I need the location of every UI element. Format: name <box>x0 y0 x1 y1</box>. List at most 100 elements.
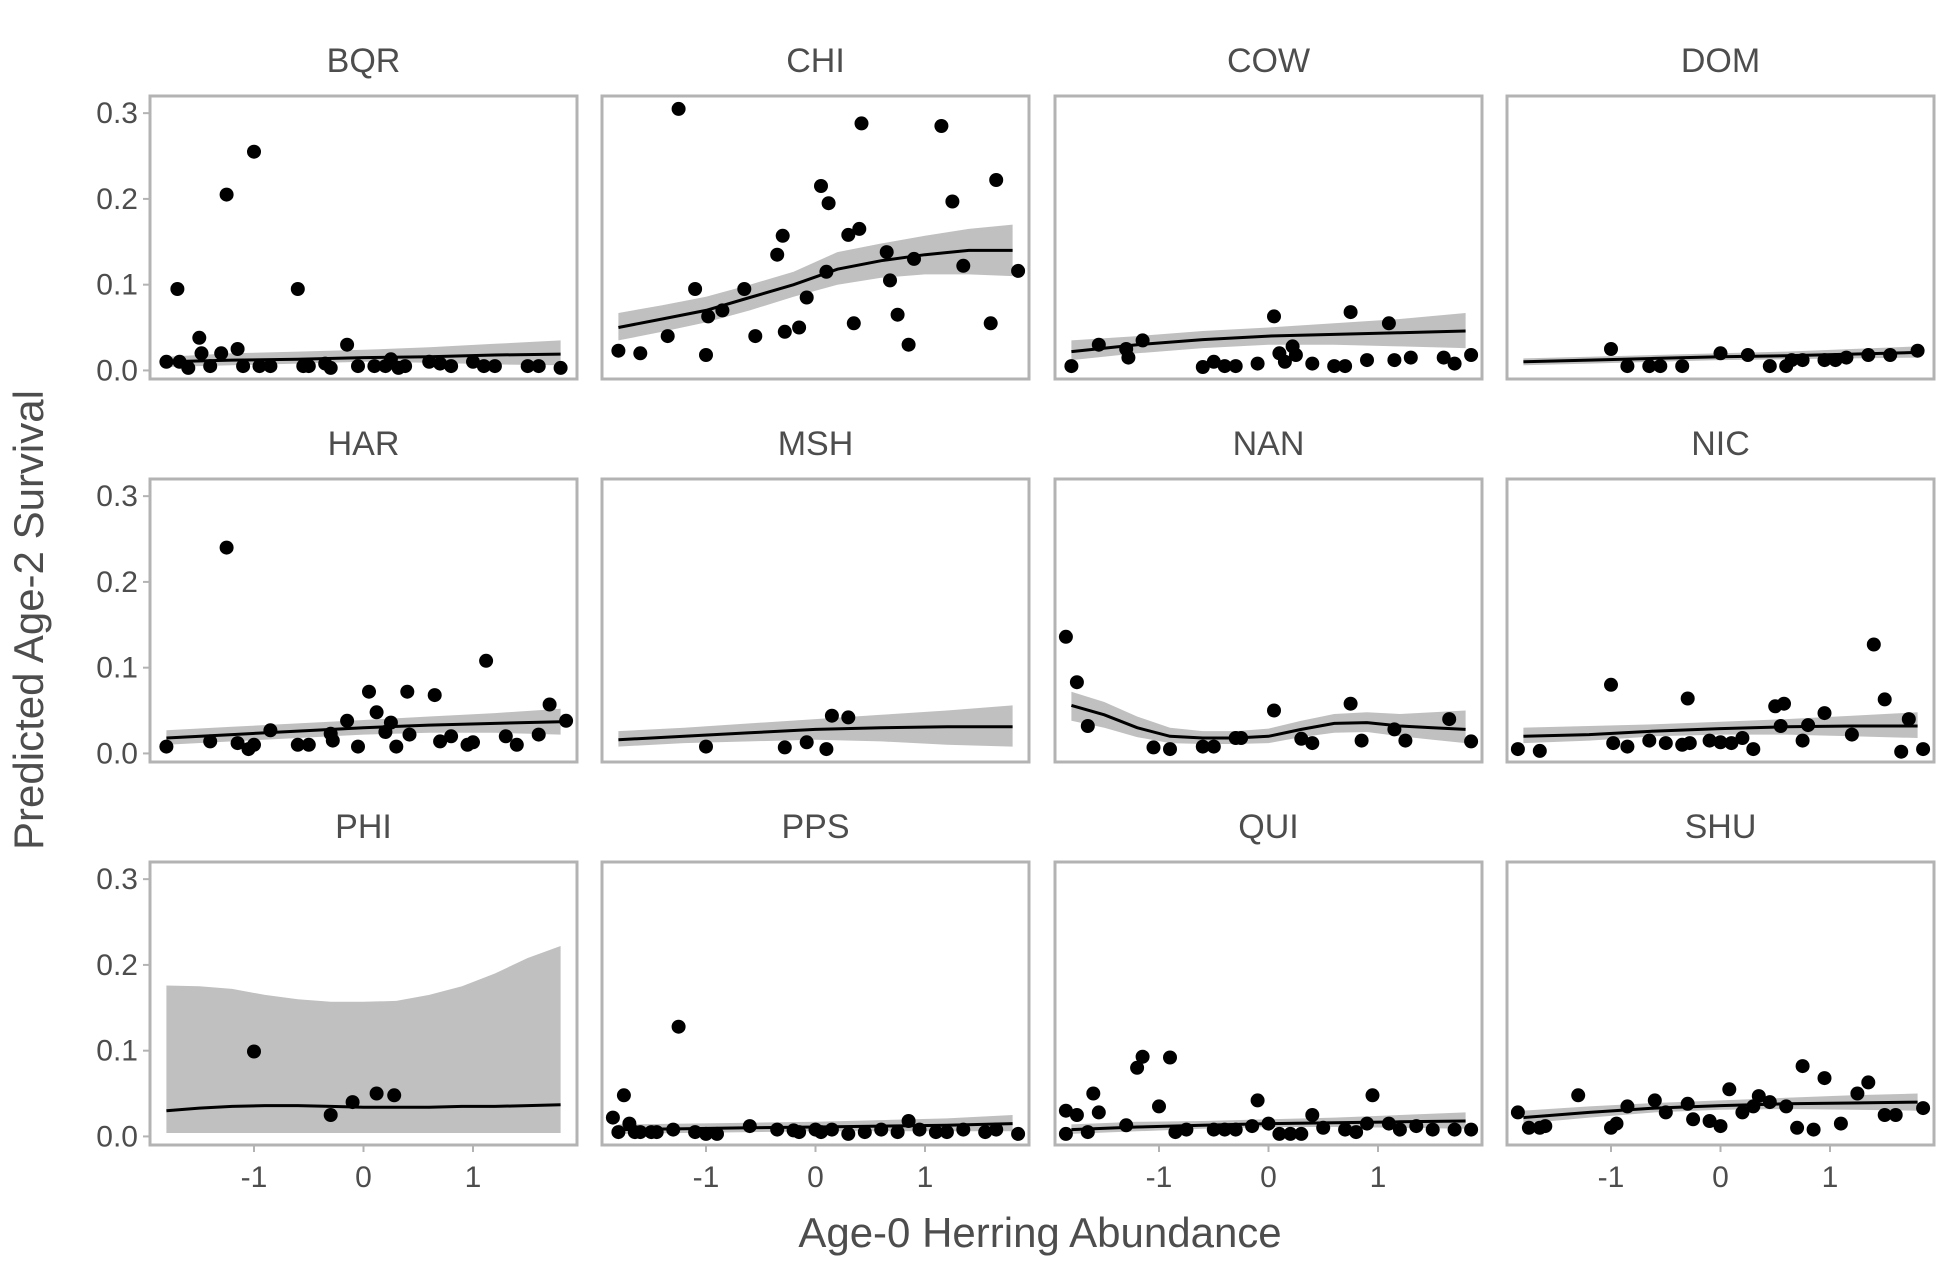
data-point-pps-13 <box>742 1119 757 1134</box>
data-point-dom-13 <box>1839 350 1854 365</box>
data-point-shu-24 <box>1833 1116 1848 1131</box>
data-point-shu-6 <box>1609 1116 1624 1131</box>
data-point-bqr-1 <box>170 282 185 296</box>
data-point-msh-3 <box>819 742 834 757</box>
data-point-shu-26 <box>1861 1075 1876 1090</box>
data-point-nic-6 <box>1658 736 1673 751</box>
data-point-phi-1 <box>323 1108 338 1122</box>
data-point-pps-10 <box>688 1125 703 1140</box>
y-tick-label-har-3: 0.3 <box>96 480 138 513</box>
x-tick-label-pps-1: 0 <box>807 1161 824 1194</box>
data-point-nic-24 <box>1901 712 1916 727</box>
x-tick-label-qui-0: -1 <box>1146 1161 1173 1194</box>
data-point-shu-29 <box>1916 1101 1931 1116</box>
data-point-qui-24 <box>1338 1122 1353 1137</box>
data-point-cow-18 <box>1343 305 1358 320</box>
data-point-bqr-25 <box>398 359 413 374</box>
data-point-cow-5 <box>1195 360 1210 374</box>
panel-title-nan: NAN <box>1233 425 1305 463</box>
fit-line-phi <box>166 1103 561 1113</box>
data-point-qui-8 <box>1135 1049 1150 1064</box>
data-point-nic-13 <box>1735 731 1750 745</box>
panel-cow: COW <box>1053 42 1484 381</box>
data-point-pps-12 <box>710 1126 724 1141</box>
data-point-cow-22 <box>1403 350 1418 365</box>
panel-title-cow: COW <box>1227 42 1310 80</box>
panel-border-nan <box>1053 477 1484 764</box>
panel-border-pps <box>600 860 1031 1147</box>
data-point-bqr-10 <box>236 359 251 374</box>
data-point-pps-23 <box>890 1125 905 1140</box>
data-point-chi-27 <box>934 119 949 133</box>
y-tick-label-phi-1: 0.1 <box>96 1035 138 1068</box>
data-point-cow-9 <box>1250 356 1265 371</box>
data-point-cow-4 <box>1135 333 1150 348</box>
data-point-nic-22 <box>1866 637 1881 652</box>
data-point-phi-2 <box>345 1095 360 1110</box>
data-point-shu-23 <box>1817 1071 1832 1086</box>
data-point-har-10 <box>325 733 340 748</box>
data-point-cow-23 <box>1436 350 1451 365</box>
data-point-shu-27 <box>1877 1108 1892 1122</box>
data-point-bqr-16 <box>301 359 316 374</box>
data-point-chi-28 <box>945 194 960 209</box>
data-point-har-1 <box>203 734 218 749</box>
data-point-qui-27 <box>1365 1088 1380 1103</box>
data-point-shu-28 <box>1888 1108 1903 1122</box>
data-point-shu-1 <box>1521 1120 1536 1135</box>
x-tick-label-shu-0: -1 <box>1598 1161 1625 1194</box>
data-point-qui-31 <box>1425 1122 1440 1137</box>
data-point-nan-2 <box>1080 719 1095 733</box>
data-point-nic-5 <box>1642 733 1657 748</box>
x-tick-label-phi-2: 1 <box>465 1161 482 1194</box>
data-point-qui-15 <box>1228 1122 1243 1137</box>
data-point-pps-25 <box>912 1122 927 1137</box>
data-point-dom-1 <box>1620 359 1635 374</box>
facet-panels: BQR 0.0 0.1 0.2 0.3 CHI COW DOM HAR 0.0 0.1 0.2 0.3 M… <box>96 42 1936 1194</box>
data-point-nan-0 <box>1058 629 1073 644</box>
data-point-cow-19 <box>1360 353 1374 368</box>
data-point-qui-26 <box>1360 1116 1374 1131</box>
data-point-shu-19 <box>1779 1099 1794 1114</box>
data-point-shu-12 <box>1702 1114 1717 1128</box>
data-point-qui-22 <box>1305 1108 1320 1122</box>
y-tick-label-bqr-2: 0.2 <box>96 183 138 216</box>
panel-title-har: HAR <box>328 425 400 463</box>
data-point-qui-4 <box>1086 1086 1101 1101</box>
data-point-qui-32 <box>1447 1122 1462 1137</box>
data-point-pps-19 <box>824 1122 839 1137</box>
data-point-har-6 <box>263 723 278 738</box>
panel-border-chi <box>600 94 1031 381</box>
data-point-pps-1 <box>611 1125 626 1140</box>
data-point-har-13 <box>362 684 376 699</box>
data-point-bqr-19 <box>340 337 355 352</box>
data-point-nic-3 <box>1606 736 1621 751</box>
panel-title-phi: PHI <box>335 808 392 846</box>
data-point-har-21 <box>433 734 448 749</box>
panel-title-nic: NIC <box>1691 425 1750 463</box>
data-point-cow-7 <box>1217 359 1232 374</box>
data-point-qui-9 <box>1152 1099 1166 1114</box>
data-point-nan-14 <box>1387 722 1402 737</box>
data-point-bqr-26 <box>422 354 437 369</box>
data-point-chi-17 <box>821 196 836 211</box>
panel-border-har <box>148 477 579 764</box>
data-point-shu-22 <box>1806 1122 1821 1137</box>
data-point-nic-16 <box>1777 696 1791 711</box>
data-point-qui-0 <box>1058 1103 1073 1118</box>
data-point-bqr-8 <box>219 187 234 202</box>
data-point-shu-0 <box>1510 1105 1525 1120</box>
data-point-dom-0 <box>1604 342 1618 356</box>
data-point-dom-14 <box>1861 348 1876 362</box>
data-point-chi-30 <box>983 316 998 331</box>
data-point-har-0 <box>159 739 174 754</box>
data-point-qui-18 <box>1261 1116 1276 1131</box>
panel-border-bqr <box>148 94 579 381</box>
data-point-chi-22 <box>879 245 894 260</box>
data-point-bqr-20 <box>351 359 365 374</box>
data-point-bqr-12 <box>252 359 267 374</box>
data-point-qui-12 <box>1179 1122 1194 1137</box>
data-point-nan-13 <box>1354 733 1369 748</box>
data-point-qui-16 <box>1245 1119 1260 1134</box>
data-point-chi-16 <box>819 264 834 279</box>
